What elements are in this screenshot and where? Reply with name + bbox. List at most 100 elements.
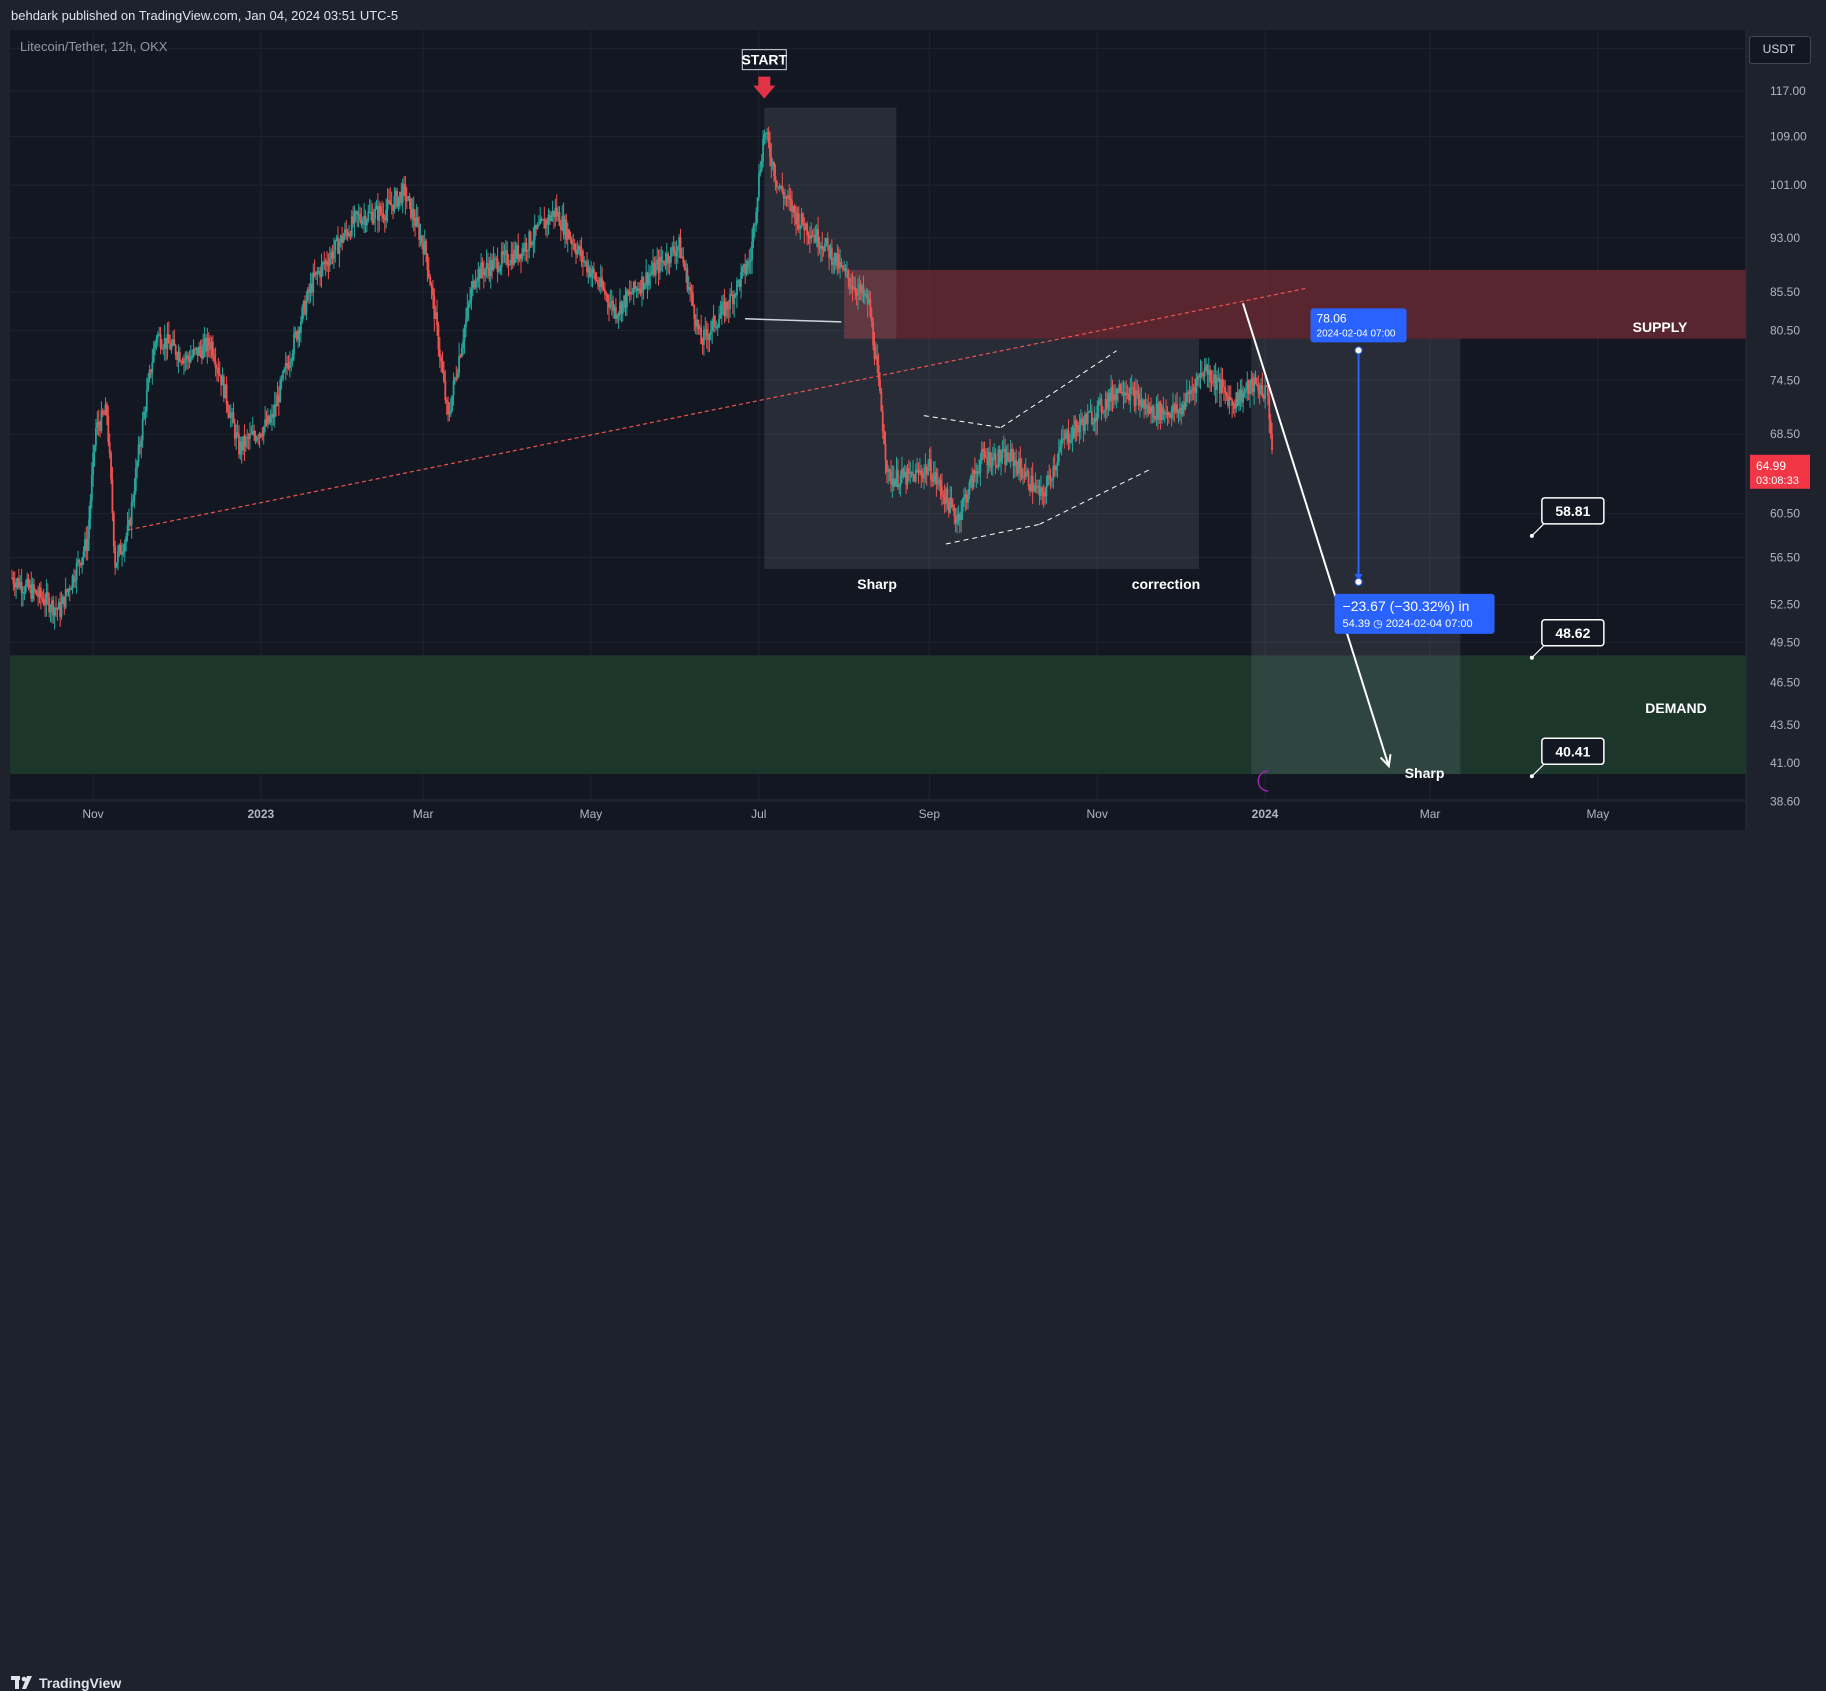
candle-body — [679, 237, 682, 258]
candle-body — [548, 214, 551, 221]
candle-body — [630, 291, 632, 295]
candle-body — [167, 334, 170, 344]
candle-body — [327, 264, 330, 266]
candle-body — [789, 198, 792, 201]
candle-body — [1107, 393, 1110, 409]
candle-body — [914, 469, 917, 482]
candle-body — [836, 254, 839, 266]
channel-line — [1039, 469, 1150, 525]
candle-body — [769, 142, 771, 157]
candle-body — [890, 471, 892, 485]
candle-body — [621, 301, 624, 314]
candle-body — [602, 287, 605, 290]
candle-body — [923, 471, 925, 479]
candle-body — [341, 235, 344, 243]
candle-body — [832, 262, 835, 265]
candle-body — [1269, 419, 1272, 434]
candle-body — [152, 348, 155, 363]
candle-body — [547, 214, 550, 225]
candle-body — [199, 346, 202, 350]
candle-body — [474, 282, 477, 288]
candle-body — [17, 578, 20, 588]
candle-body — [708, 334, 711, 340]
candle-body — [244, 437, 247, 447]
candle-body — [1084, 414, 1086, 431]
candle-body — [902, 468, 905, 477]
publisher-bar: behdark published on TradingView.com, Ja… — [0, 0, 1826, 30]
candle-body — [854, 287, 857, 293]
currency-button[interactable] — [1749, 36, 1811, 64]
candle-body — [1038, 486, 1041, 496]
candle-body — [195, 347, 198, 350]
candle-body — [324, 260, 327, 265]
candle-body — [1225, 392, 1228, 396]
candle-body — [1103, 410, 1106, 412]
candle-body — [254, 435, 257, 441]
candle-body — [97, 422, 100, 426]
candle-body — [643, 284, 646, 290]
candle-body — [968, 482, 971, 495]
candle-body — [748, 261, 751, 263]
candle-body — [657, 259, 660, 273]
candle-body — [943, 497, 946, 505]
candle-body — [366, 220, 368, 226]
candle-body — [286, 363, 289, 366]
candle-body — [967, 494, 969, 503]
candle-body — [632, 281, 635, 294]
candle-body — [672, 246, 675, 253]
candle-body — [583, 261, 586, 263]
candle-body — [609, 303, 612, 308]
candle-body — [591, 268, 594, 274]
candle-body — [1139, 399, 1141, 406]
time-axis[interactable]: Nov 2023 Mar May Jul Sep Nov 2024 Mar May — [82, 807, 1609, 821]
candle-body — [1104, 399, 1107, 411]
candle-body — [444, 381, 447, 401]
candle-body — [638, 288, 641, 291]
candle-body — [822, 249, 825, 251]
price-axis[interactable]: 125.00117.00109.00101.0093.0085.5080.507… — [1770, 42, 1807, 809]
candle-body — [1090, 411, 1093, 425]
candle-body — [675, 250, 678, 257]
candle-body — [295, 331, 298, 340]
candle-body — [177, 351, 180, 360]
candle-body — [165, 338, 167, 349]
candle-body — [1267, 386, 1269, 397]
candle-body — [659, 256, 661, 273]
candle-body — [863, 295, 866, 297]
candle-body — [1169, 415, 1172, 418]
candle-body — [974, 470, 976, 474]
candle-body — [985, 456, 987, 458]
x-tick-label: Mar — [1420, 807, 1441, 821]
candle-body — [1192, 387, 1195, 391]
price-chart[interactable]: 125.00117.00109.00101.0093.0085.5080.507… — [0, 0, 1826, 869]
candle-body — [462, 340, 465, 348]
candle-body — [681, 256, 683, 258]
candle-body — [432, 287, 434, 296]
candle-body — [59, 602, 62, 617]
candle-body — [1106, 399, 1108, 409]
candle-body — [960, 512, 963, 521]
candle-body — [110, 452, 112, 480]
candle-body — [870, 316, 873, 323]
candle-body — [386, 199, 389, 210]
candle-body — [79, 563, 82, 566]
candle-body — [753, 225, 756, 227]
candle-body — [174, 345, 177, 356]
candle-body — [411, 208, 414, 218]
candle-body — [562, 216, 565, 235]
tradingview-logo[interactable]: TradingView — [11, 1675, 121, 1691]
candle-body — [1170, 410, 1173, 418]
candle-body — [1256, 384, 1258, 386]
candle-body — [781, 186, 784, 193]
candle-body — [730, 293, 733, 295]
candle-body — [719, 314, 722, 319]
candle-body — [172, 339, 174, 345]
candle-body — [1040, 487, 1042, 496]
candle-body — [407, 196, 410, 201]
candle-body — [996, 465, 998, 468]
candle-body — [298, 329, 301, 334]
candle-body — [353, 212, 356, 224]
candle-body — [1150, 406, 1152, 414]
candle-body — [763, 134, 766, 139]
candle-body — [884, 443, 887, 461]
